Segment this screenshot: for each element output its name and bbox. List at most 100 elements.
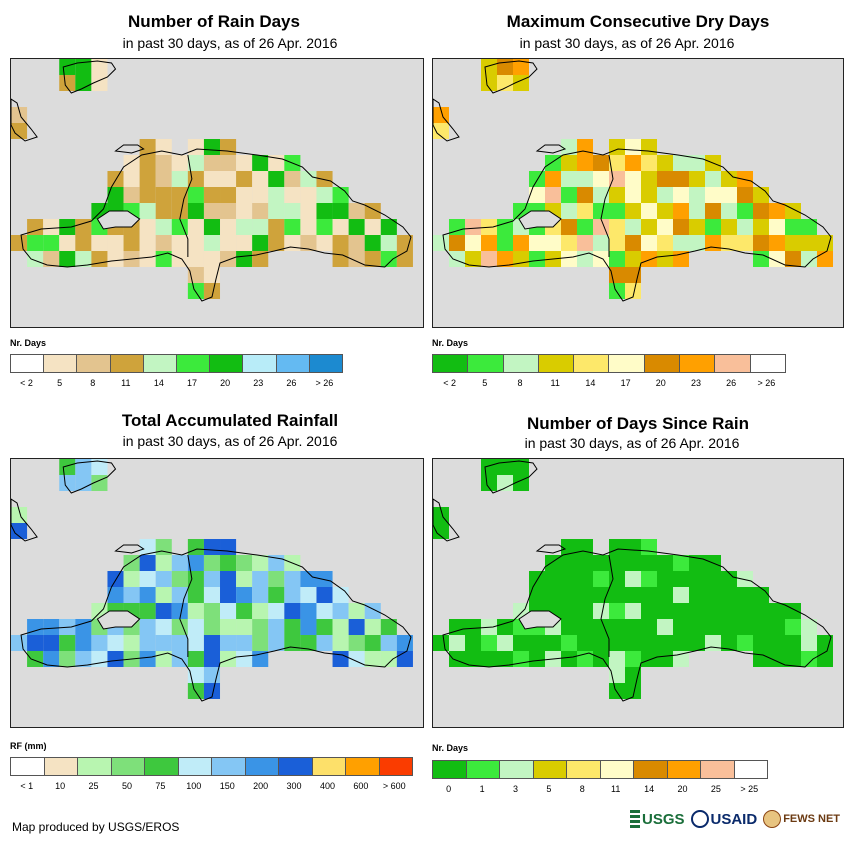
grid-cell [123,571,140,587]
grid-cell [252,603,269,619]
grid-cell [529,251,545,267]
grid-cell [123,635,140,651]
grid-cell [220,603,237,619]
grid-cell [284,187,301,203]
grid-cell [801,219,817,235]
grid-cell [641,251,657,267]
grid-cell [107,235,124,251]
grid-cell [625,539,641,555]
grid-cell [91,651,108,667]
grid-cell [203,139,221,155]
grid-cell [689,619,705,635]
grid-cell [769,219,785,235]
grid-cell [171,555,188,571]
grid-cell [513,635,529,651]
grid-cell [187,187,204,203]
grid-cell [43,635,60,651]
grid-cell [785,603,801,619]
legend-title: Nr. Days [432,338,469,348]
legend-label: 3 [512,784,519,794]
grid-cell [155,171,172,187]
legend-title: Nr. Days [432,743,469,753]
grid-cell [268,603,285,619]
legend-swatch [634,761,668,778]
grid-cell [465,219,481,235]
coastline [433,498,460,542]
grid-cell [625,571,641,587]
grid-cell [187,651,204,667]
grid-cell [529,571,545,587]
legend-swatch [145,758,179,775]
grid-cell [625,219,641,235]
grid-cell [785,219,801,235]
grid-cell [155,203,172,219]
legend-swatch [312,758,346,775]
grid-cell [609,139,625,155]
grid-cell [737,235,753,251]
legend-color-bar [10,354,343,373]
grid-cell [721,571,737,587]
grid-cell [268,187,285,203]
grid-cell [657,235,673,251]
grid-cell [203,235,221,251]
grid-cell [609,651,625,667]
grid-cell [27,235,44,251]
grid-cell [220,555,237,571]
grid-cell [673,203,689,219]
grid-cell [657,187,673,203]
grid-cell [220,539,237,555]
grid-cell [203,587,221,603]
coastline [20,148,412,302]
grid-cell [187,619,204,635]
grid-cell [364,235,381,251]
island-map [11,459,413,702]
island-map [11,59,413,302]
grid-cell [316,603,333,619]
grid-cell [753,603,769,619]
grid-cell [284,603,301,619]
grid-cell [364,635,381,651]
coastline [535,144,567,154]
grid-cell [236,251,253,267]
grid-cell [220,155,237,171]
grid-cell [577,571,593,587]
grid-cell [737,571,753,587]
grid-cell [561,139,577,155]
legend-swatch [503,355,539,372]
grid-cell [171,171,188,187]
legend-label: 20 [677,784,688,794]
fews-net-logo: FEWS NET [763,810,840,828]
grid-cell [236,555,253,571]
grid-cell [721,203,737,219]
grid-cell [561,203,577,219]
legend-label: 11 [611,784,621,794]
grid-cell [737,587,753,603]
legend-swatch [433,355,469,372]
panel-title: Number of Rain Days [128,12,300,31]
grid-cell [75,219,92,235]
grid-cell [252,619,269,635]
grid-cell [171,571,188,587]
legend-swatch [77,355,111,372]
grid-cell [721,235,737,251]
grid-cell [801,635,817,651]
grid-cell [203,187,221,203]
grid-cell [609,587,625,603]
grid-cell [641,139,657,155]
grid-cell [737,603,753,619]
grid-cell [155,155,172,171]
legend-title: RF (mm) [10,741,47,751]
grid-cell [529,651,545,667]
grid-cell [577,619,593,635]
days-since-rain-map [432,458,844,728]
grid-cell [481,75,497,91]
grid-cell [203,683,221,699]
grid-cell [187,603,204,619]
grid-cell [513,235,529,251]
grid-cell [220,619,237,635]
legend-swatch [538,355,575,372]
grid-cell [59,651,76,667]
grid-cell [187,171,204,187]
legend-swatch [750,355,785,372]
grid-cell [107,251,124,267]
